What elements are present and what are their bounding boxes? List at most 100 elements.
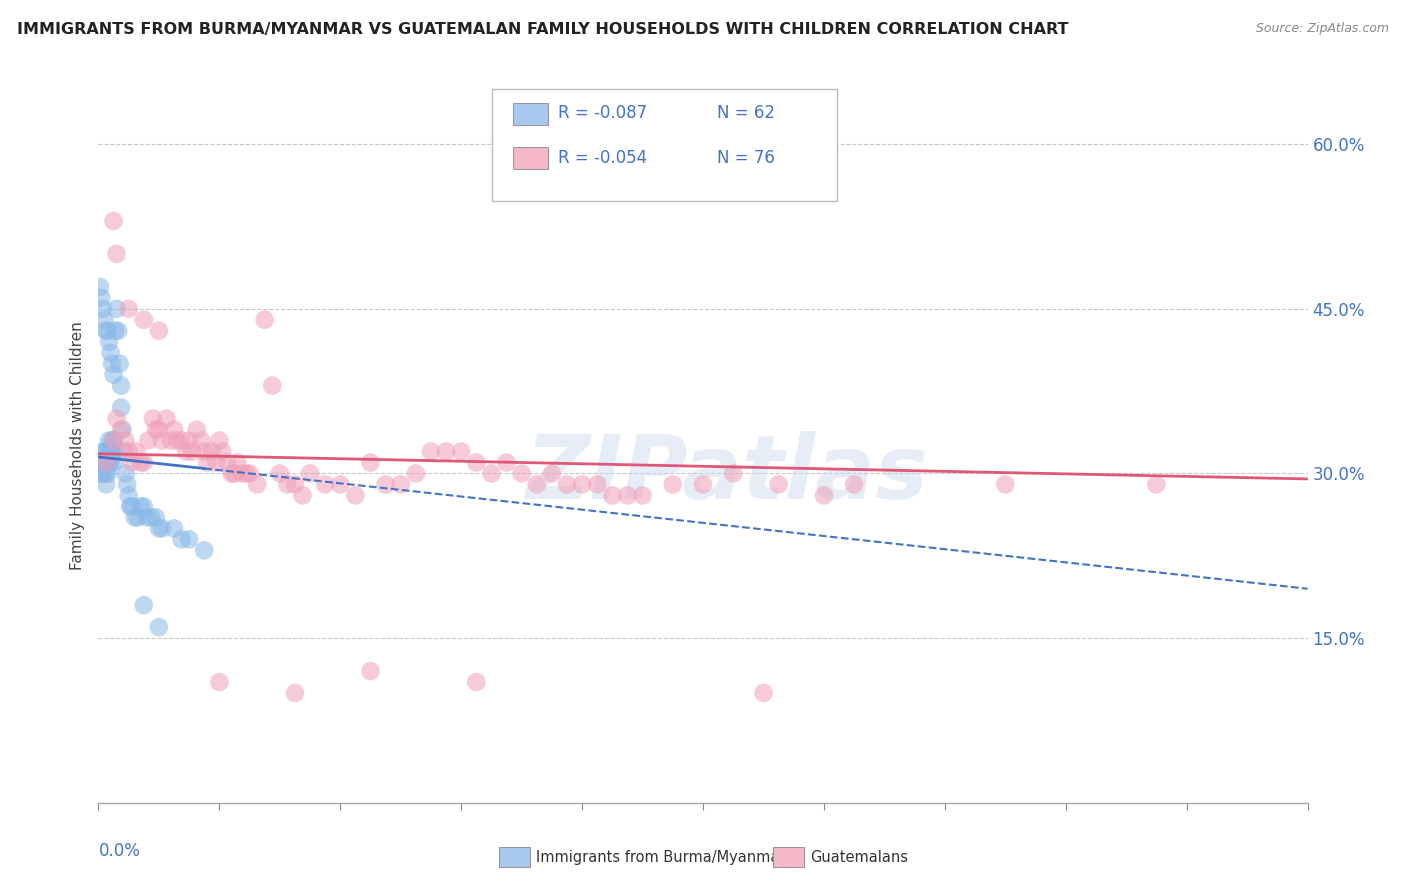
Point [136, 434, 159, 448]
Point [314, 477, 336, 491]
Point [768, 477, 790, 491]
Point [752, 686, 775, 700]
Point [93, 455, 115, 469]
Point [148, 423, 170, 437]
Point [262, 378, 284, 392]
Point [253, 312, 276, 326]
Point [526, 477, 548, 491]
Point [94, 477, 117, 491]
Point [98, 455, 121, 469]
Point [96, 455, 118, 469]
Text: Immigrants from Burma/Myanmar: Immigrants from Burma/Myanmar [536, 850, 785, 864]
Point [235, 467, 257, 481]
Point [96, 467, 118, 481]
Point [101, 434, 124, 448]
Point [586, 477, 609, 491]
Point [115, 477, 138, 491]
Point [179, 434, 201, 448]
Point [661, 477, 683, 491]
Point [90, 455, 112, 469]
Point [129, 455, 152, 469]
Point [148, 521, 170, 535]
Point [94, 467, 117, 481]
Point [110, 378, 132, 392]
Point [269, 467, 291, 481]
Point [239, 467, 262, 481]
Point [211, 444, 233, 458]
Point [510, 467, 533, 481]
Point [224, 467, 246, 481]
Point [170, 533, 193, 547]
Point [103, 368, 125, 382]
Point [142, 411, 165, 425]
Point [179, 533, 201, 547]
Point [221, 467, 243, 481]
Point [190, 434, 212, 448]
Point [105, 301, 128, 316]
Point [103, 214, 125, 228]
Point [215, 455, 238, 469]
Point [89, 280, 111, 294]
Point [100, 455, 122, 469]
Point [163, 521, 186, 535]
Point [692, 477, 714, 491]
Point [389, 477, 412, 491]
Point [481, 467, 503, 481]
Point [94, 455, 117, 469]
Point [201, 444, 224, 458]
Point [118, 301, 141, 316]
Point [112, 444, 135, 458]
Point [186, 423, 208, 437]
Point [100, 444, 122, 458]
Point [231, 467, 253, 481]
Point [101, 357, 124, 371]
Point [299, 467, 322, 481]
Text: Source: ZipAtlas.com: Source: ZipAtlas.com [1256, 22, 1389, 36]
Point [94, 455, 117, 469]
Point [132, 598, 155, 612]
Point [631, 488, 654, 502]
Point [120, 500, 142, 514]
Point [94, 324, 117, 338]
Point [111, 423, 134, 437]
Point [145, 423, 167, 437]
Point [160, 434, 183, 448]
Y-axis label: Family Households with Children: Family Households with Children [69, 322, 84, 570]
Point [93, 444, 115, 458]
Point [602, 488, 624, 502]
Point [360, 455, 382, 469]
Point [91, 455, 114, 469]
Point [110, 401, 132, 415]
Point [132, 455, 155, 469]
Point [284, 686, 307, 700]
Point [121, 455, 143, 469]
Point [105, 411, 128, 425]
Point [141, 510, 163, 524]
Point [616, 488, 638, 502]
Point [434, 444, 457, 458]
Point [555, 477, 578, 491]
Point [193, 543, 215, 558]
Point [103, 434, 125, 448]
Point [150, 434, 173, 448]
Point [1144, 477, 1167, 491]
Point [465, 455, 488, 469]
Point [291, 488, 314, 502]
Point [90, 467, 112, 481]
Point [103, 444, 125, 458]
Text: R = -0.087: R = -0.087 [558, 104, 647, 122]
Point [148, 620, 170, 634]
Point [150, 521, 173, 535]
Point [101, 444, 124, 458]
Point [91, 301, 114, 316]
Point [420, 444, 443, 458]
Point [344, 488, 367, 502]
Text: N = 62: N = 62 [717, 104, 775, 122]
Point [723, 467, 745, 481]
Point [118, 444, 141, 458]
Point [96, 444, 118, 458]
Point [132, 500, 155, 514]
Point [107, 324, 129, 338]
Point [450, 444, 472, 458]
Point [108, 357, 131, 371]
